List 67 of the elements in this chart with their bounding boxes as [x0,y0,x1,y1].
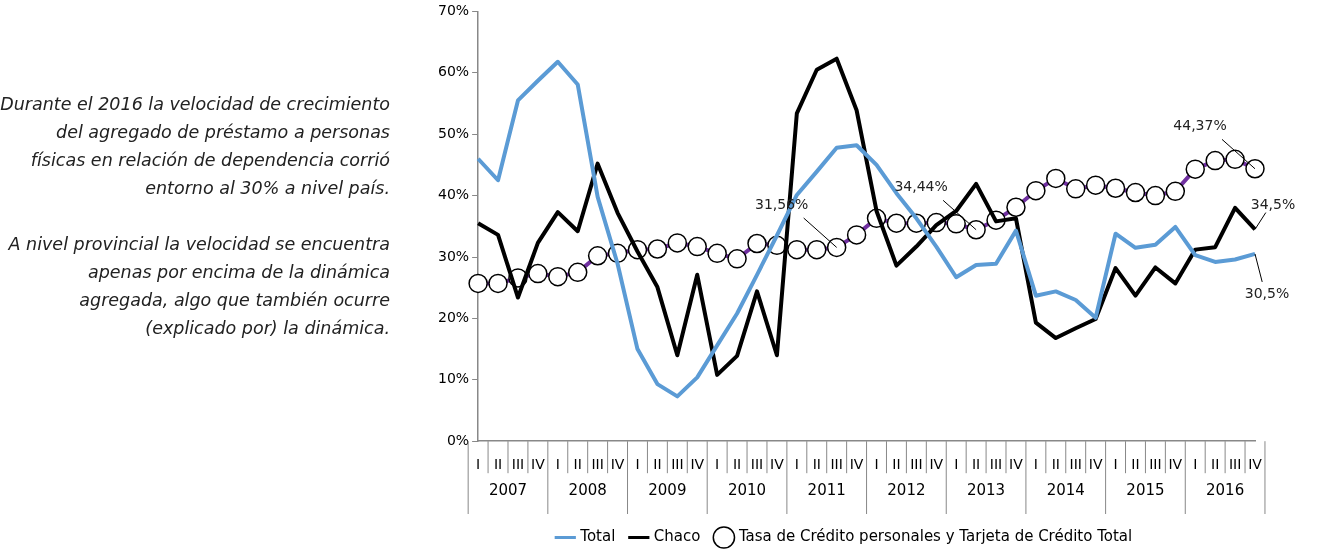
x-tick-label: IV [1088,456,1103,473]
x-tick-label: III [1069,456,1082,473]
text: 2012 [887,481,926,500]
y-tick-label: 50% [437,124,470,141]
x-tick-label: I [476,456,481,473]
x-tick-label: II [812,456,821,473]
x-tick-label: IV [770,456,785,473]
x-tick-label: I [635,456,640,473]
x-tick-label: II [1211,456,1220,473]
x-tick-label: II [892,456,901,473]
y-tick-label: 70% [437,2,470,19]
x-tick-label: I [874,456,879,473]
data-label: 34,44% [894,178,948,195]
x-tick-label: III [750,456,764,473]
x-tick-label: III [1149,456,1162,473]
text: A nivel provincial la velocidad se encuentra apenas por encima de la dinámica agregada, algo que también ocurre (explicado por) la dinámica. [7,233,390,340]
x-tick-label: I [1033,456,1038,473]
x-tick-label: II [971,456,981,473]
x-tick-label: II [573,456,582,473]
x-tick-label: III [1228,456,1242,473]
x-tick-label: IV [1009,456,1024,473]
x-tick-label: IV [690,456,705,473]
x-tick-label: IV [610,456,625,473]
text: 2011 [807,481,846,500]
y-tick-label: 40% [437,186,470,203]
text: 2016 [1206,481,1245,500]
x-tick-label: I [1113,456,1118,473]
x-tick-label: I [1193,456,1198,473]
text: Durante el 2016 la velocidad de crecimiento del agregado de préstamo a personas físicas en relación de dependencia corrió entorno al 30% a nivel país. [0,93,390,200]
x-tick-label: II [732,456,742,473]
x-tick-label: III [910,456,923,473]
y-tick-label: 30% [437,247,470,264]
legend-label: Tasa de Crédito personales y Tarjeta de Crédito Total [737,527,1133,546]
x-tick-label: III [989,456,1003,473]
x-tick-label: III [671,456,684,473]
text: 2015 [1126,481,1165,500]
legend-label: Chaco [653,527,701,546]
x-tick-label: IV [531,456,546,473]
x-tick-label: II [1051,456,1060,473]
x-tick-label: I [954,456,959,473]
y-tick-label: 20% [437,309,470,326]
text: 2007 [488,481,528,500]
data-label: 30,5% [1244,284,1290,301]
x-tick-label: III [830,456,843,473]
x-tick-label: IV [849,456,864,473]
text: 2010 [727,481,767,500]
x-tick-label: IV [929,456,944,473]
text: 2008 [568,481,607,500]
text: 2014 [1046,481,1085,500]
y-tick-label: 60% [437,63,470,80]
x-tick-label: IV [1168,456,1183,473]
x-tick-label: II [493,456,503,473]
x-tick-label: II [1131,456,1140,473]
y-tick-label: 10% [437,370,470,387]
x-tick-label: I [794,456,799,473]
x-tick-label: II [653,456,662,473]
data-label: 34,5% [1250,196,1296,213]
y-tick-label: 0% [446,431,470,448]
legend-label: Total [579,527,616,546]
text: 2009 [648,481,687,500]
x-tick-label: III [511,456,525,473]
x-tick-label: IV [1248,456,1263,473]
data-label: 44,37% [1173,117,1227,134]
x-tick-label: I [715,456,720,473]
text: 2013 [966,481,1006,500]
x-tick-label: I [555,456,560,473]
x-tick-label: III [591,456,604,473]
